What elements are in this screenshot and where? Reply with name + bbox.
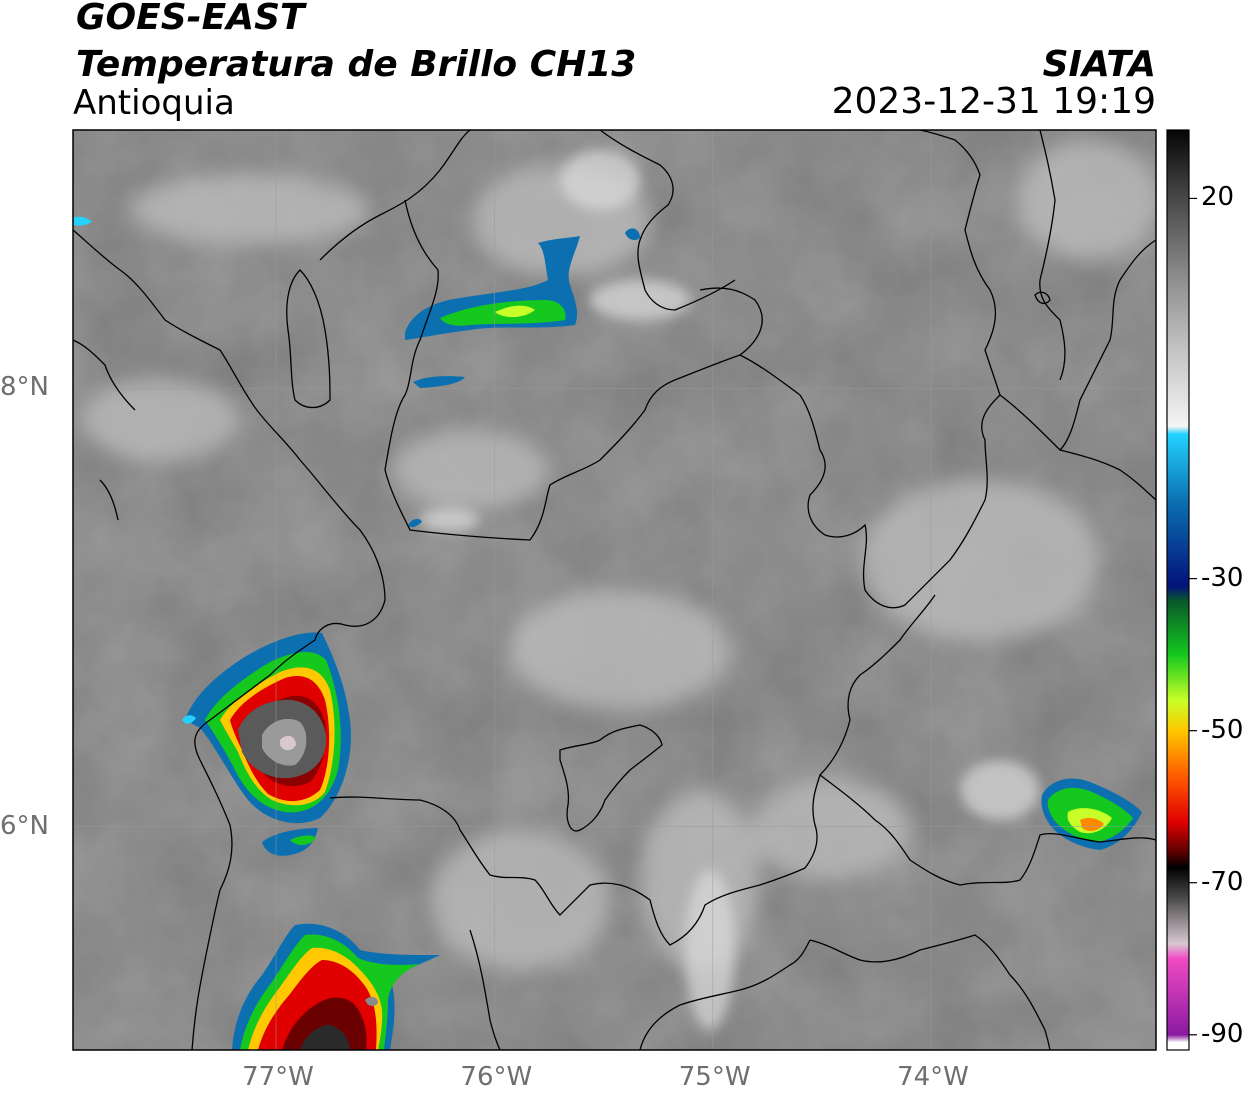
longitude-tick-label: 74°W	[897, 1062, 969, 1092]
colorbar-tick-label: -50	[1201, 714, 1244, 745]
colorbar-tick-label: -70	[1201, 866, 1244, 897]
southern-border	[329, 594, 936, 946]
colorbar-tick-label: 20	[1201, 182, 1235, 213]
longitude-tick-label: 75°W	[678, 1062, 751, 1092]
storm-cell-south	[232, 923, 440, 1050]
east-border-2	[999, 239, 1156, 501]
graticule	[73, 130, 1156, 1050]
colorbar-tick-label: -90	[1201, 1018, 1244, 1049]
agency-title: SIATA	[1042, 44, 1156, 85]
datetime-title: 2023-12-31 19:19	[831, 81, 1156, 122]
region-title: Antioquia	[73, 83, 235, 123]
storm-cell-east	[1041, 778, 1142, 850]
latitude-tick-label: 6°N	[0, 810, 49, 841]
pacific-coast	[73, 229, 386, 1050]
colorbar-frame	[1166, 129, 1190, 1051]
dept-border-south	[469, 929, 1051, 1050]
boundaries	[73, 130, 1156, 1050]
latitude-tick-label: 8°N	[0, 372, 49, 403]
product-title: Temperatura de Brillo CH13	[76, 44, 637, 85]
east-border	[819, 774, 1156, 886]
cloud-wisps	[80, 140, 1156, 970]
uraba-gulf	[286, 269, 331, 409]
colorbar-ticks	[1189, 197, 1197, 1036]
coast-north-west	[73, 339, 136, 521]
storm-cell-west	[182, 632, 351, 856]
venezuela-border	[1039, 130, 1066, 381]
map-frame	[72, 129, 1157, 1051]
island-1	[1034, 291, 1051, 305]
caribbean-coast	[319, 130, 736, 311]
longitude-tick-label: 76°W	[460, 1062, 533, 1092]
antioquia-border	[384, 130, 1001, 609]
colorbar-tick-label: -30	[1201, 562, 1244, 593]
satellite-title: GOES-EAST	[76, 0, 305, 38]
bright-streaks	[420, 150, 1040, 1030]
colorbar-fill	[1167, 130, 1189, 1050]
storm-cell-north	[73, 216, 640, 528]
longitude-tick-label: 77°W	[242, 1062, 314, 1092]
metro-area	[559, 724, 663, 832]
